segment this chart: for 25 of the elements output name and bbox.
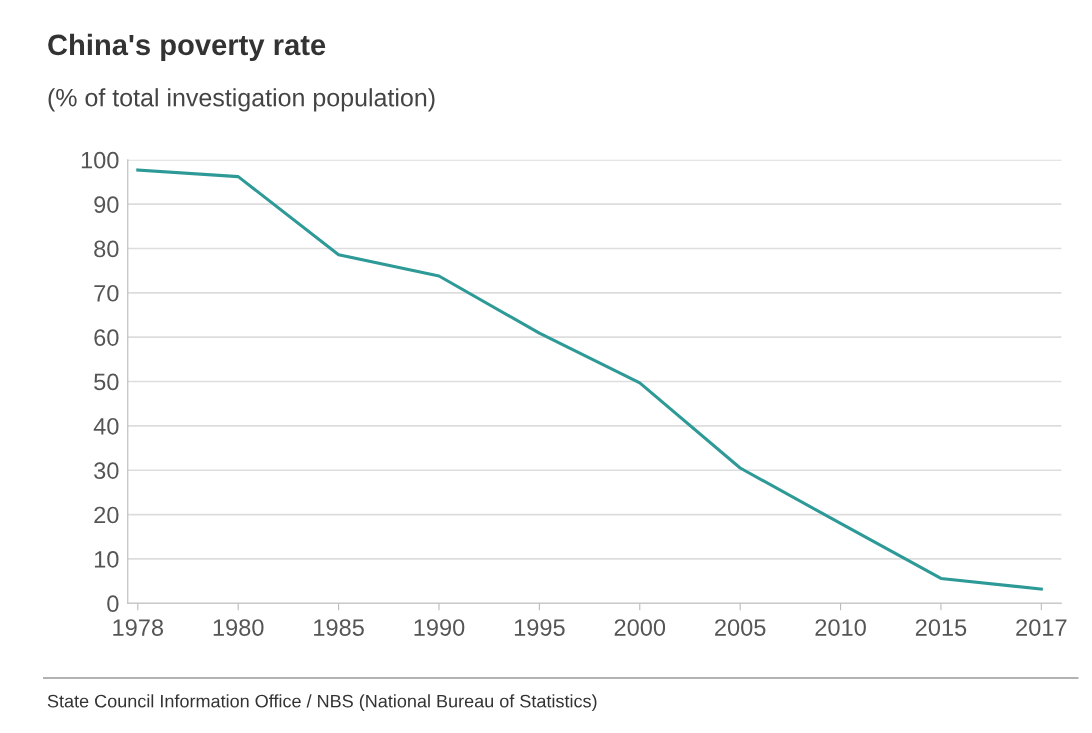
y-tick-label: 20 [94, 506, 119, 524]
x-tick-label: 2010 [815, 619, 866, 636]
y-tick-label: 60 [94, 329, 119, 346]
y-tick-label: 80 [94, 240, 119, 258]
line-series [136, 168, 1043, 591]
x-tick-label: 1995 [514, 619, 565, 636]
x-tick-label: 2017 [1016, 619, 1067, 636]
y-tick-label: 0 [107, 595, 119, 613]
chart-title: China's poverty rate [48, 33, 326, 62]
x-tick-label: 2005 [715, 619, 766, 636]
x-tick-label: 1985 [314, 619, 364, 636]
x-tick-label: 1978 [113, 619, 164, 636]
y-tick-label: 100 [81, 151, 119, 169]
y-tick-label: 50 [94, 373, 119, 391]
text: State Council Information Office / NBS (National Bureau of Statistics) [47, 694, 597, 712]
y-tick-label: 40 [93, 417, 119, 435]
y-tick-label: 30 [94, 462, 119, 480]
x-tick-label: 2015 [915, 619, 967, 636]
y-tick-label: 70 [94, 284, 119, 302]
x-tick-label: 2000 [614, 619, 666, 636]
x-tick-label: 1990 [414, 619, 465, 636]
chart-subtitle: (% of total investigation population) [48, 88, 435, 112]
y-tick-label: 10 [94, 550, 119, 568]
x-tick-label: 1980 [213, 619, 264, 636]
y-tick-label: 90 [94, 196, 119, 213]
